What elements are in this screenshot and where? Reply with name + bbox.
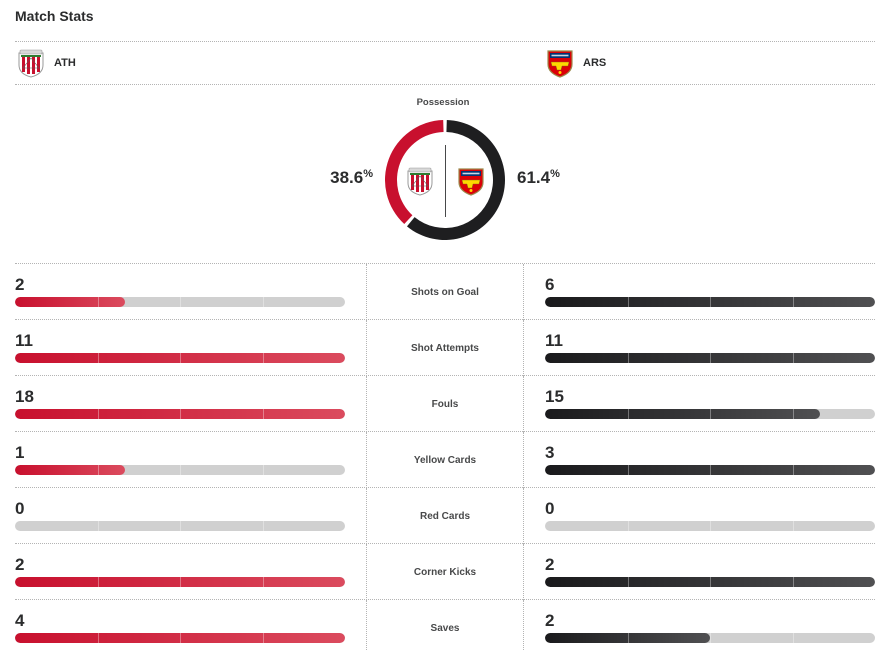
athletic-bilbao-crest-icon	[406, 166, 434, 196]
stats-table: 2 Shots on Goal 6 11 Shot Attempts 11 18 Fouls 1…	[15, 263, 875, 650]
home-stat-bar	[15, 633, 345, 643]
away-stat-bar-fill	[545, 353, 875, 363]
away-stat-value: 11	[545, 331, 563, 350]
stat-label: Yellow Cards	[366, 432, 524, 488]
stat-row-saves: 4 Saves 2	[15, 599, 875, 650]
home-stat-bar-fill	[15, 633, 345, 643]
home-stat-value: 2	[15, 275, 25, 294]
away-stat-bar	[545, 465, 875, 475]
stat-row-fouls: 18 Fouls 15	[15, 375, 875, 432]
home-stat-value: 0	[15, 499, 25, 518]
home-stat-bar-fill	[15, 577, 345, 587]
possession-label: Possession	[416, 97, 470, 108]
home-stat-value: 1	[15, 443, 25, 462]
stat-row-shot-attempts: 11 Shot Attempts 11	[15, 319, 875, 376]
stat-label: Red Cards	[366, 488, 524, 544]
possession-donut-chart	[385, 120, 505, 240]
away-team-abbrev: ARS	[583, 57, 607, 69]
away-stat-value: 0	[545, 499, 555, 518]
stat-row-shots-on-goal: 2 Shots on Goal 6	[15, 263, 875, 320]
home-team-abbrev: ATH	[54, 57, 76, 69]
away-stat-bar	[545, 521, 875, 531]
home-stat-bar	[15, 353, 345, 363]
away-stat-bar-fill	[545, 409, 820, 419]
stat-label: Saves	[366, 600, 524, 650]
home-stat-bar-fill	[15, 297, 125, 307]
home-stat-value: 18	[15, 387, 34, 406]
away-stat-bar	[545, 297, 875, 307]
away-stat-value: 2	[545, 555, 555, 574]
home-stat-bar	[15, 409, 345, 419]
home-stat-bar	[15, 297, 345, 307]
away-stat-bar	[545, 353, 875, 363]
away-stat-bar-fill	[545, 465, 875, 475]
away-possession-value: 61.4%	[517, 168, 560, 187]
away-stat-bar	[545, 409, 875, 419]
away-possession-arc	[406, 120, 505, 240]
away-stat-value: 2	[545, 611, 555, 630]
home-stat-value: 11	[15, 331, 33, 350]
away-stat-value: 15	[545, 387, 564, 406]
home-stat-bar-fill	[15, 353, 345, 363]
away-stat-bar-fill	[545, 577, 875, 587]
stat-label: Shot Attempts	[366, 320, 524, 376]
stat-row-red-cards: 0 Red Cards 0	[15, 487, 875, 544]
home-team[interactable]: ATH	[17, 48, 76, 78]
home-stat-value: 4	[15, 611, 25, 630]
stat-row-corner-kicks: 2 Corner Kicks 2	[15, 543, 875, 600]
stat-label: Fouls	[366, 376, 524, 432]
team-header: ATH ARS	[15, 41, 875, 85]
home-stat-bar-fill	[15, 409, 345, 419]
home-possession-value: 38.6%	[330, 168, 373, 187]
away-stat-bar-fill	[545, 297, 875, 307]
stat-label: Shots on Goal	[366, 264, 524, 320]
stat-label: Corner Kicks	[366, 544, 524, 600]
home-stat-bar	[15, 465, 345, 475]
stat-row-yellow-cards: 1 Yellow Cards 3	[15, 431, 875, 488]
arsenal-crest-icon	[546, 48, 574, 78]
away-stat-bar	[545, 577, 875, 587]
away-team[interactable]: ARS	[546, 48, 606, 78]
athletic-bilbao-crest-icon	[17, 48, 45, 78]
home-stat-value: 2	[15, 555, 25, 574]
arsenal-crest-icon	[457, 166, 485, 196]
away-stat-bar	[545, 633, 875, 643]
possession-divider	[445, 145, 446, 217]
home-possession-arc	[385, 120, 444, 225]
home-stat-bar	[15, 577, 345, 587]
home-stat-bar-fill	[15, 465, 125, 475]
away-stat-value: 3	[545, 443, 555, 462]
away-stat-bar-fill	[545, 633, 710, 643]
home-stat-bar	[15, 521, 345, 531]
page-title: Match Stats	[15, 8, 94, 24]
away-stat-value: 6	[545, 275, 555, 294]
